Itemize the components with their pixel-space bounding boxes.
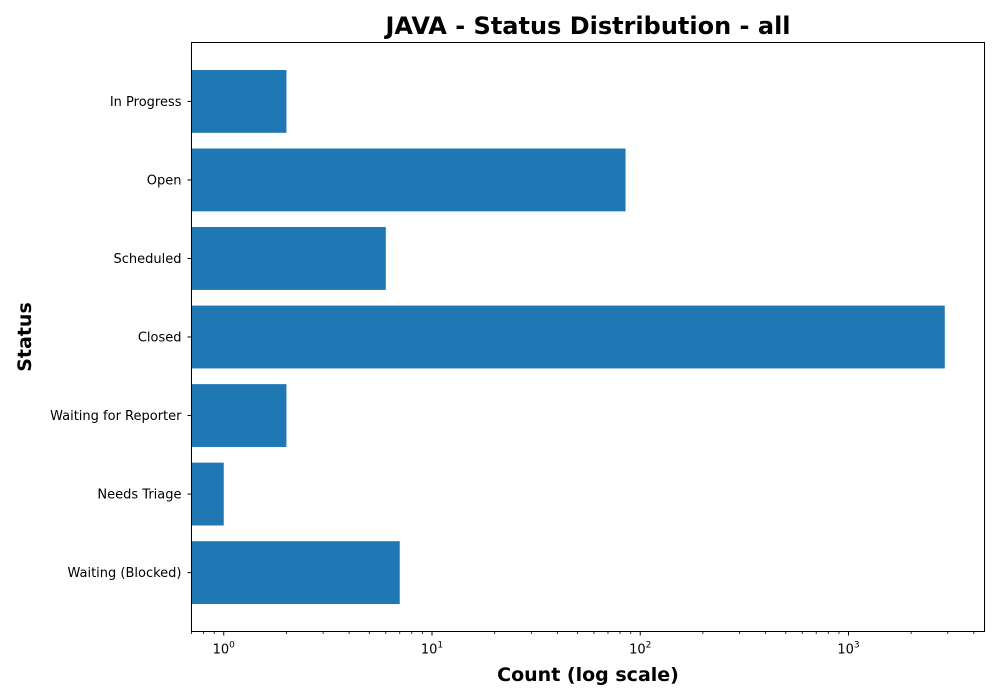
bar-open: [191, 148, 626, 212]
bar-waiting-blocked: [191, 541, 400, 605]
y-tick-label: Scheduled: [114, 252, 182, 267]
x-axis: 100 101 102 103: [191, 631, 975, 658]
x-tick-label: 103: [837, 641, 859, 658]
y-tick-label: In Progress: [110, 95, 182, 110]
y-axis: In Progress Open Scheduled Closed Waiting fo…: [50, 95, 192, 581]
x-axis-label: Count (log scale): [497, 664, 679, 686]
y-tick-label: Needs Triage: [97, 488, 181, 503]
y-tick-label: Waiting (Blocked): [67, 566, 181, 581]
y-tick-label: Waiting for Reporter: [50, 409, 182, 424]
chart-title: JAVA - Status Distribution - all: [383, 12, 790, 40]
plot-area: [191, 69, 945, 605]
x-tick-label: 102: [629, 641, 651, 658]
x-tick-label: 101: [421, 641, 443, 658]
bar-scheduled: [191, 227, 386, 290]
x-tick-label: 100: [213, 641, 236, 658]
y-axis-label: Status: [14, 302, 36, 372]
bar-waiting-for-reporter: [191, 384, 287, 447]
bar-closed: [191, 305, 945, 369]
y-tick-label: Open: [147, 173, 182, 188]
bar-in-progress: [191, 69, 287, 133]
y-tick-label: Closed: [138, 331, 182, 346]
bar-needs-triage: [191, 462, 224, 526]
